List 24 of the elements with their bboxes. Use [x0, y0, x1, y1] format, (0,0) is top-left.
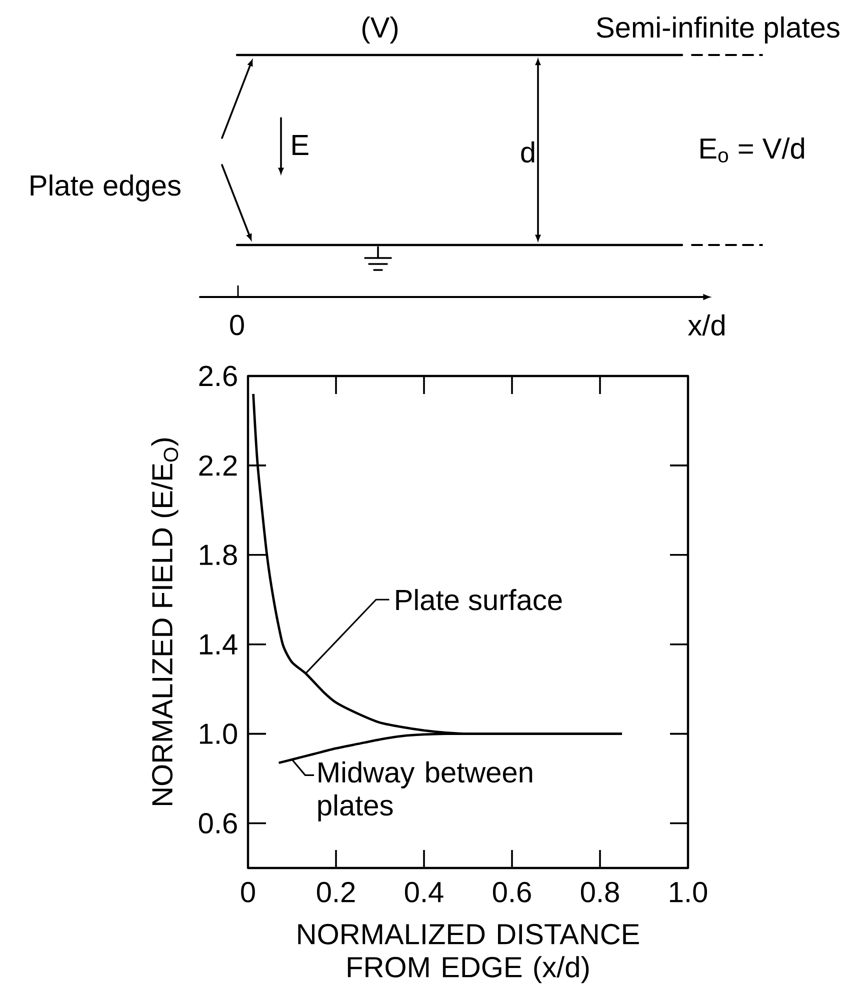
text: Plate edges	[30, 174, 180, 202]
x-tick-label: 0.2	[316, 882, 355, 902]
y-tick-label: 1.4	[200, 634, 238, 654]
text: E$_{o}$ = V/d	[700, 138, 804, 162]
text: E	[292, 135, 308, 155]
x-axis-title: NORMALIZED DISTANCE FROM EDGE (x/d)	[298, 924, 639, 984]
x-tick-label: 0	[241, 882, 255, 902]
x-tick-label: 0.8	[580, 882, 619, 902]
y-axis-title: NORMALIZED FIELD (E/E$_{O}$)	[151, 438, 178, 806]
y-tick-label: 1.8	[200, 544, 237, 566]
annotation: Midway between plates	[318, 761, 532, 822]
text: x/d	[688, 314, 724, 336]
text: (V)	[362, 16, 398, 44]
y-tick-label: 1.0	[200, 724, 238, 744]
x-tick-label: 0.4	[404, 882, 444, 902]
text: Semi-infinite plates	[596, 16, 840, 44]
y-tick-label: 2.6	[199, 366, 237, 386]
annotation: Plate surface	[396, 588, 562, 610]
text: d	[521, 141, 534, 163]
y-tick-label: 2.2	[199, 455, 237, 476]
y-tick-label: 0.6	[198, 813, 237, 834]
x-tick-label: 1.0	[670, 882, 708, 902]
x-tick-label: 0.6	[492, 882, 531, 902]
text: 0	[230, 314, 244, 336]
